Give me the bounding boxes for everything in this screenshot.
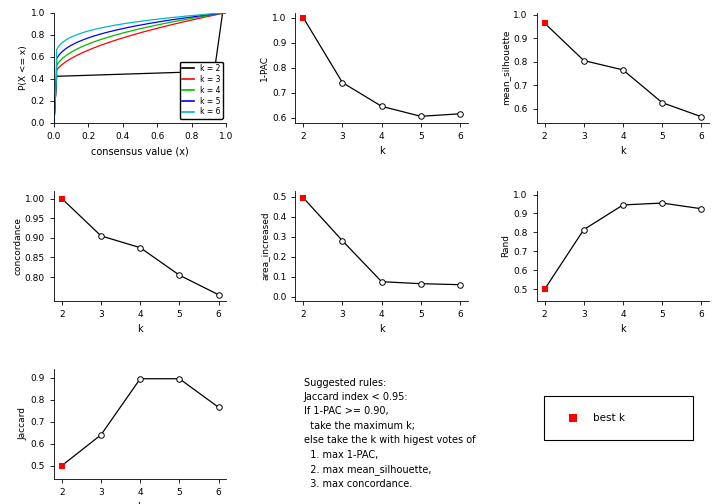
X-axis label: k: k — [379, 324, 384, 334]
Y-axis label: mean_silhouette: mean_silhouette — [502, 30, 510, 105]
Y-axis label: concordance: concordance — [13, 217, 22, 275]
X-axis label: k: k — [379, 146, 384, 156]
Text: best k: best k — [593, 413, 626, 423]
Y-axis label: 1-PAC: 1-PAC — [260, 54, 269, 81]
X-axis label: k: k — [138, 324, 143, 334]
X-axis label: consensus value (x): consensus value (x) — [91, 146, 189, 156]
Legend: k = 2, k = 3, k = 4, k = 5, k = 6: k = 2, k = 3, k = 4, k = 5, k = 6 — [180, 61, 222, 119]
X-axis label: k: k — [620, 146, 626, 156]
Y-axis label: Jaccard: Jaccard — [19, 407, 28, 440]
Y-axis label: Rand: Rand — [502, 234, 510, 257]
Y-axis label: area_increased: area_increased — [260, 211, 269, 280]
X-axis label: k: k — [620, 324, 626, 334]
X-axis label: k: k — [138, 502, 143, 504]
Y-axis label: P(X <= x): P(X <= x) — [19, 45, 28, 90]
Bar — [544, 396, 693, 440]
Text: Suggested rules:
Jaccard index < 0.95:
If 1-PAC >= 0.90,
  take the maximum k;
e: Suggested rules: Jaccard index < 0.95: I… — [304, 377, 475, 489]
